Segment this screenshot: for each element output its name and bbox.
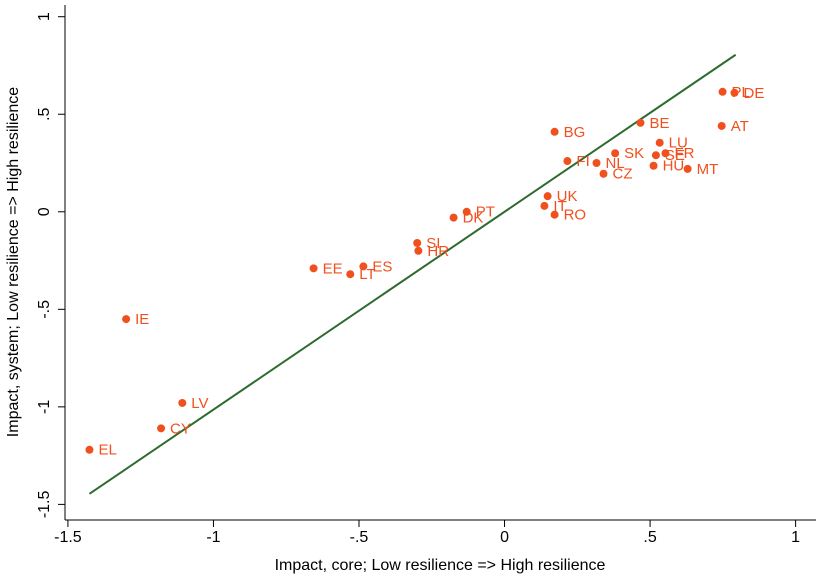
point-label: UK bbox=[557, 188, 578, 205]
point-label: NL bbox=[606, 155, 625, 172]
point-label: SI bbox=[426, 235, 440, 252]
point bbox=[413, 238, 422, 247]
point bbox=[85, 445, 94, 454]
point bbox=[683, 164, 692, 173]
point bbox=[359, 262, 368, 271]
point bbox=[449, 213, 458, 222]
x-tick-label: -1 bbox=[206, 529, 220, 546]
point-label: DE bbox=[743, 85, 764, 102]
point-label: SE bbox=[665, 147, 685, 164]
point-label: CY bbox=[170, 420, 191, 437]
point bbox=[611, 149, 620, 158]
point bbox=[717, 121, 726, 130]
point bbox=[661, 149, 670, 158]
point-label: CZ bbox=[613, 166, 633, 183]
x-axis-label: Impact, core; Low resilience => High res… bbox=[275, 557, 606, 574]
point-label: MT bbox=[697, 161, 719, 178]
point bbox=[540, 201, 549, 210]
point-label: AT bbox=[731, 118, 749, 135]
point bbox=[309, 264, 318, 273]
y-tick-label: 0 bbox=[36, 207, 53, 216]
y-tick-label: -1 bbox=[36, 400, 53, 414]
point bbox=[157, 424, 166, 433]
x-tick-label: -1.5 bbox=[54, 529, 82, 546]
point-label: SK bbox=[624, 145, 644, 162]
point-label: PL bbox=[732, 84, 750, 101]
point bbox=[543, 192, 552, 201]
point bbox=[346, 270, 355, 279]
point-label: LV bbox=[191, 395, 208, 412]
point bbox=[414, 246, 423, 255]
point-label: HU bbox=[663, 158, 685, 175]
y-tick-label: .5 bbox=[36, 107, 53, 120]
point-label: HR bbox=[427, 243, 449, 260]
point-label: BE bbox=[649, 115, 669, 132]
point-label: FR bbox=[675, 145, 695, 162]
x-tick-label: .5 bbox=[643, 529, 656, 546]
point bbox=[178, 398, 187, 407]
fit-line bbox=[88, 53, 737, 495]
point-label: RO bbox=[564, 207, 587, 224]
point bbox=[550, 210, 559, 219]
x-tick-label: 0 bbox=[500, 529, 509, 546]
point bbox=[599, 169, 608, 178]
point bbox=[655, 138, 664, 147]
point-label: IE bbox=[135, 311, 149, 328]
point bbox=[462, 207, 471, 216]
y-tick-label: -1.5 bbox=[36, 491, 53, 519]
point-label: LU bbox=[669, 135, 688, 152]
point bbox=[550, 127, 559, 136]
x-tick-label: -.5 bbox=[350, 529, 369, 546]
point bbox=[122, 315, 131, 324]
y-tick-label: -.5 bbox=[36, 300, 53, 319]
point-label: FI bbox=[576, 153, 589, 170]
point bbox=[649, 161, 658, 170]
y-axis-label: Impact, system; Low resilience => High r… bbox=[5, 87, 22, 437]
point bbox=[636, 118, 645, 127]
point bbox=[563, 157, 572, 166]
point bbox=[592, 159, 601, 168]
y-tick-label: 1 bbox=[36, 12, 53, 21]
point bbox=[718, 87, 727, 96]
point bbox=[730, 88, 739, 97]
point-label: EL bbox=[98, 442, 116, 459]
point-label: ES bbox=[372, 258, 392, 275]
point-label: IT bbox=[553, 198, 566, 215]
point bbox=[651, 151, 660, 160]
point-label: BG bbox=[564, 124, 586, 141]
point-label: PT bbox=[476, 204, 495, 221]
x-tick-label: 1 bbox=[791, 529, 800, 546]
point-label: LT bbox=[359, 266, 375, 283]
point-label: EE bbox=[323, 260, 343, 277]
